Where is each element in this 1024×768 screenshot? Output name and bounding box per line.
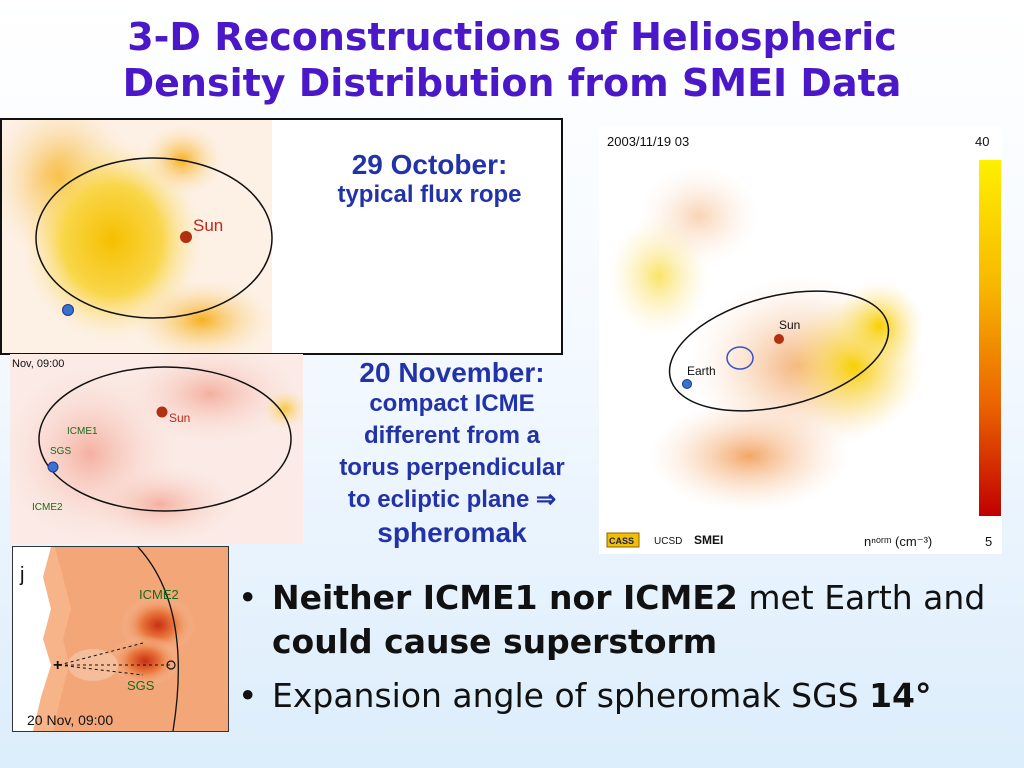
earth-marker [62,304,74,316]
color-scale-bar [979,160,1001,516]
cass-logo [606,532,640,548]
sun-label: Sun [169,411,190,425]
bullet-1-bold-1: Neither ICME1 nor ICME2 [272,578,738,617]
bullet-list: • Neither ICME1 nor ICME2 met Earth and … [232,576,1012,728]
sun-marker [156,406,168,418]
sun-plus-marker: + [53,657,62,674]
caption-oct-body: typical flux rope [337,181,522,208]
bullet-dot: • [238,676,258,715]
bullet-2-text: Expansion angle of spheromak SGS [272,676,870,715]
panel-oct-reconstruction: Sun 29 October: typical flux rope [0,118,563,355]
sun-label: Sun [193,216,223,235]
corner-letter: j [19,564,24,586]
panel-nov-reconstruction: Nov, 09:00 Sun ICME1 SGS ICME2 [10,354,303,544]
sun-label: Sun [779,318,800,332]
title-line-1: 3-D Reconstructions of Heliospheric [127,15,897,59]
sun-marker [774,334,784,344]
caption-nov-line3: torus perpendicular [339,454,565,481]
icme1-label: ICME1 [67,426,98,437]
earth-marker [47,461,59,473]
panel-smei-reconstruction: 2003/11/19 03 40 Sun Earth CASS UCSD SME… [599,126,1002,554]
sgs-label: SGS [50,446,71,457]
cass-logo-text: CASS [609,536,634,546]
unit-label: nⁿᵒʳᵐ (cm⁻³) [864,534,932,549]
icme2-label: ICME2 [139,587,179,602]
earth-label: Earth [687,364,716,378]
slide-title: 3-D Reconstructions of Heliospheric Dens… [0,14,1024,106]
caption-oct: 29 October: typical flux rope [302,150,557,210]
caption-nov-line5: spheromak [377,517,527,548]
scale-max: 40 [975,134,989,149]
scale-min: 5 [985,534,992,549]
oct-reconstruction-image: Sun [2,120,273,353]
ucsd-logo: UCSD [654,536,682,547]
timestamp: 2003/11/19 03 [607,134,689,149]
smei-label: SMEI [694,533,723,547]
caption-nov-line4: to ecliptic plane ⇒ [347,486,557,513]
sgs-label: SGS [127,678,155,693]
caption-nov-heading: 20 November: [359,357,545,388]
smei-reconstruction-image: 2003/11/19 03 40 Sun Earth CASS UCSD SME… [599,126,1002,554]
nov-reconstruction-image: Nov, 09:00 Sun ICME1 SGS ICME2 [10,354,303,544]
icme2-label: ICME2 [32,502,63,513]
bullet-item: • Neither ICME1 nor ICME2 met Earth and … [232,576,1012,664]
bullet-dot: • [238,578,258,617]
bullet-item: • Expansion angle of spheromak SGS 14° [232,674,1012,718]
earth-marker [166,660,176,670]
caption-oct-heading: 29 October: [351,149,508,180]
caption-nov-line1: compact ICME [369,390,535,417]
caption-nov: 20 November: compact ICME different from… [312,358,592,550]
bullet-1-bold-2: could cause superstorm [272,622,718,661]
title-line-2: Density Distribution from SMEI Data [122,61,902,105]
timestamp: Nov, 09:00 [12,358,64,370]
sun-marker [180,231,192,243]
timestamp: 20 Nov, 09:00 [27,712,113,728]
caption-nov-line2: different from a [363,422,540,449]
bullet-1-text: met Earth and [737,578,986,617]
density-slice-image: + j ICME2 SGS 20 Nov, 09:00 [13,547,228,731]
earth-marker [682,379,692,389]
bullet-2-bold: 14° [869,676,932,715]
panel-density-slice: + j ICME2 SGS 20 Nov, 09:00 [12,546,229,732]
